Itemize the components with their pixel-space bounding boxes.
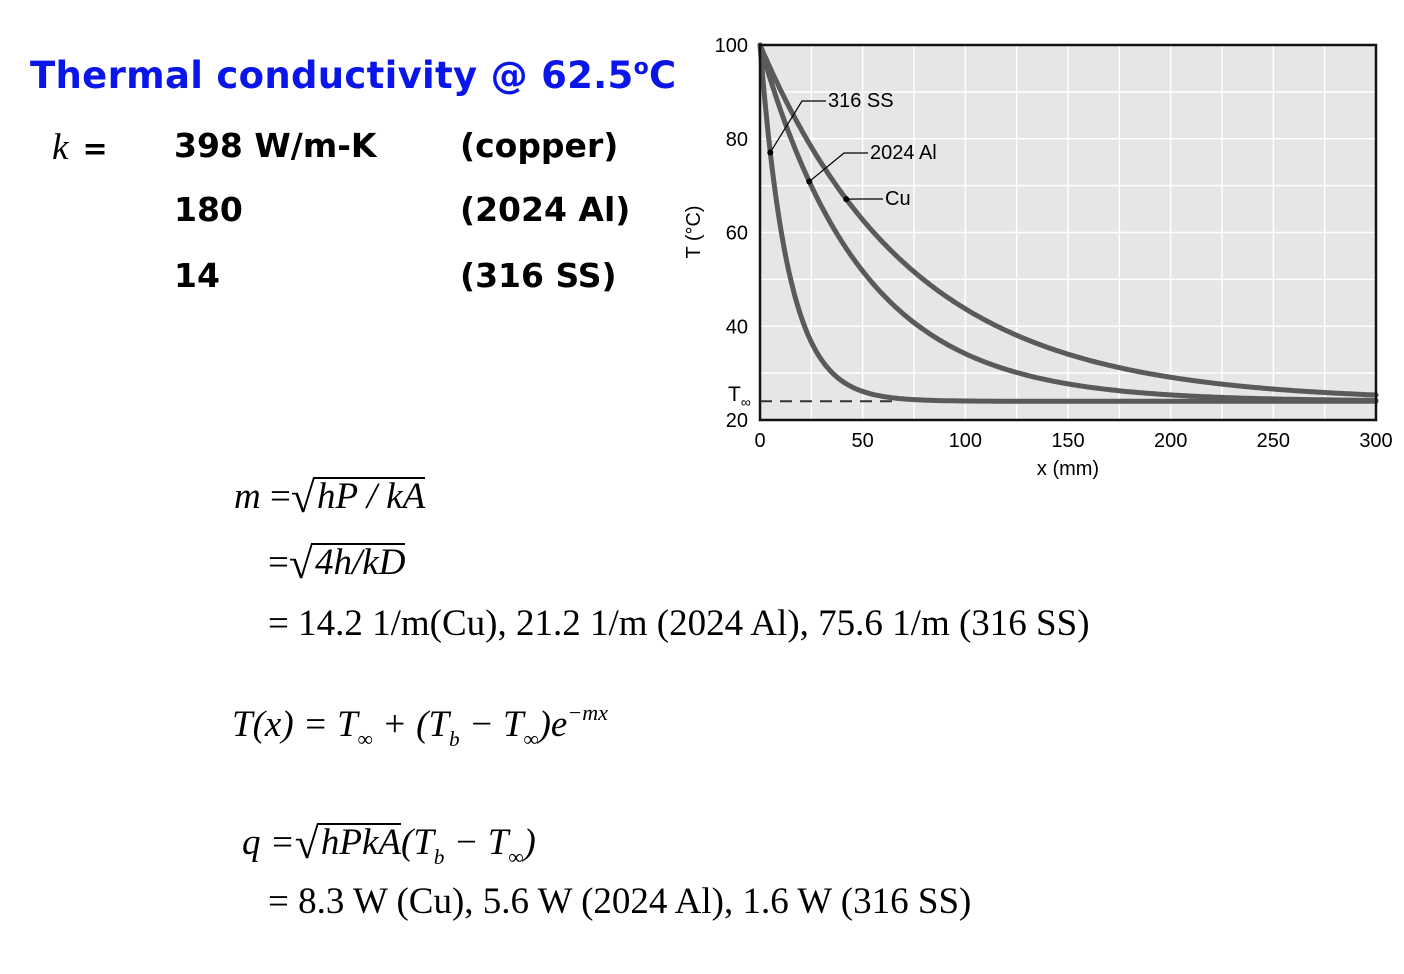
k-value-copper: 398 W/m-K <box>174 126 377 165</box>
k-material-al: (2024 Al) <box>460 190 631 229</box>
curve-2024-al <box>757 42 1379 403</box>
y-axis-label: T (°C) <box>683 205 705 258</box>
y-tick-label: 80 <box>726 129 748 151</box>
annotations: 316 SS 2024 Al Cu <box>767 90 937 210</box>
m-definition: m =√hP / kA <box>234 473 426 522</box>
annotation-label: Cu <box>885 188 911 210</box>
k-value-ss: 14 <box>174 256 220 295</box>
m-alternate: =√4h/kD <box>268 539 406 588</box>
heat-rate-values: = 8.3 W (Cu), 5.6 W (2024 Al), 1.6 W (31… <box>268 881 972 922</box>
x-tick-label: 250 <box>1257 430 1290 452</box>
annotation-leader <box>769 100 826 153</box>
annotation-leader <box>808 152 868 183</box>
annotation-label: 2024 Al <box>870 142 937 164</box>
temperature-distribution: T(x) = T∞ + (Tb − T∞)e−mx <box>232 700 608 751</box>
x-axis-label: x (mm) <box>1037 458 1099 480</box>
y-tick-label: 40 <box>726 316 748 338</box>
y-tick-label: 60 <box>726 223 748 245</box>
k-material-ss: (316 SS) <box>460 256 617 295</box>
x-tick-label: 50 <box>852 430 874 452</box>
curve-cu <box>757 42 1379 398</box>
x-tick-label: 0 <box>754 430 765 452</box>
y-tick-label: 20 <box>726 410 748 432</box>
plot-frame <box>758 43 1378 422</box>
tick-labels: 0 50 100 150 200 250 300 20 40 60 80 100 <box>715 35 1393 452</box>
k-value-al: 180 <box>174 190 243 229</box>
curves <box>757 42 1379 404</box>
annotation-label: 316 SS <box>828 90 894 112</box>
x-tick-label: 200 <box>1154 430 1187 452</box>
m-values: = 14.2 1/m(Cu), 21.2 1/m (2024 Al), 75.6… <box>268 603 1090 644</box>
k-symbol: k = <box>52 127 108 168</box>
t-infinity-label: T∞ <box>728 383 751 410</box>
x-tick-label: 150 <box>1051 430 1084 452</box>
heat-rate-equation: q =√hPkA(Tb − T∞) <box>242 819 536 869</box>
page-title: Thermal conductivity @ 62.5oC <box>30 54 677 97</box>
k-material-copper: (copper) <box>460 126 619 165</box>
x-tick-label: 300 <box>1359 430 1392 452</box>
x-tick-label: 100 <box>949 430 982 452</box>
y-tick-label: 100 <box>715 35 748 57</box>
